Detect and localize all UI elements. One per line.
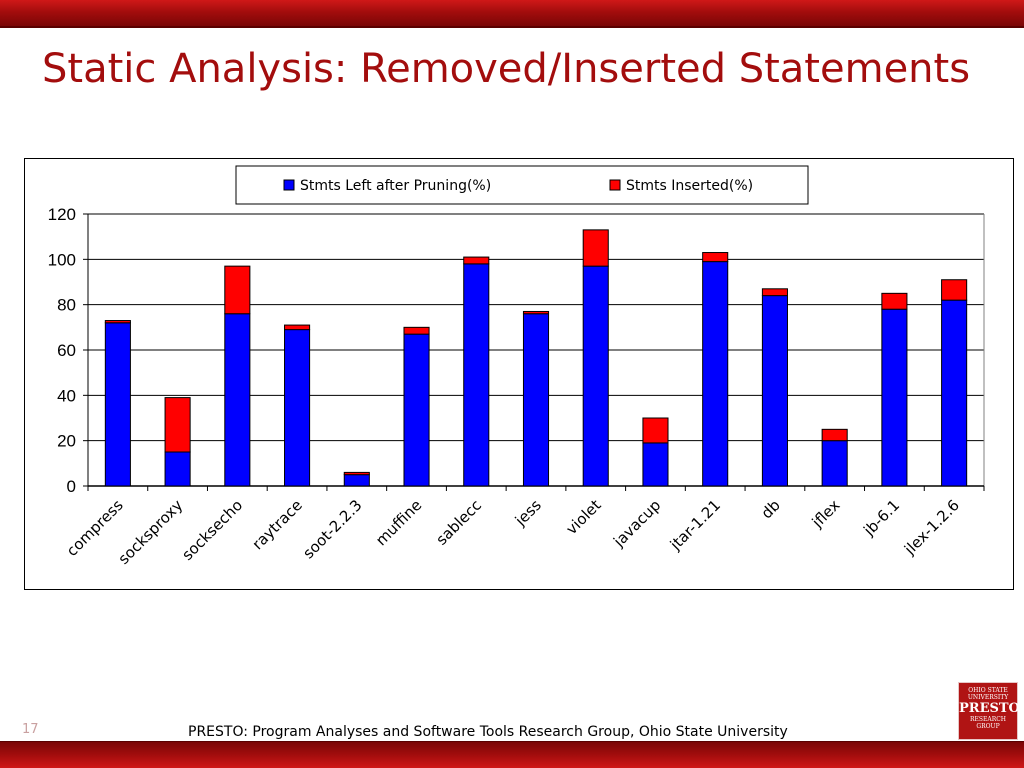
bar-stmts-left — [582, 265, 609, 487]
stacked-bar-chart: 0 20 40 60 80 100 120 compresssocksproxysocksec… — [48, 165, 985, 568]
bar-stmts-inserted — [582, 229, 609, 267]
bar-stmts-inserted — [941, 279, 968, 301]
logo-line-3: PRESTO — [959, 701, 1020, 716]
bar-stmts-left — [343, 474, 370, 487]
y-tick-label: 0 — [67, 477, 76, 496]
x-tick-label: jess — [511, 496, 545, 530]
bar-stmts-left — [821, 440, 848, 487]
logo-line-5: GROUP — [976, 723, 1000, 730]
slide-title: Static Analysis: Removed/Inserted Statem… — [42, 46, 971, 92]
footer-text: PRESTO: Program Analyses and Software To… — [188, 724, 788, 740]
x-tick-label: jtar-1.21 — [666, 496, 724, 554]
x-tick-label: javacup — [609, 496, 664, 551]
bar-stmts-inserted — [224, 265, 251, 315]
y-tick-label: 120 — [48, 205, 76, 224]
logo-line-1: OHIO STATE — [968, 687, 1008, 694]
x-tick-label: socksproxy — [115, 496, 187, 568]
bar-stmts-left — [164, 451, 191, 487]
bar-stmts-inserted — [463, 256, 490, 265]
x-tick-label: socksecho — [178, 496, 246, 564]
bar-stmts-left — [642, 442, 669, 487]
bar-stmts-left — [284, 329, 311, 487]
bottom-band — [0, 742, 1024, 768]
x-tick-label: sablecc — [432, 496, 485, 549]
bar-stmts-left — [522, 313, 550, 487]
x-tick-label: jlex-1.2.6 — [900, 496, 963, 559]
bar-stmts-left — [881, 308, 908, 487]
legend-label: Stmts Inserted(%) — [626, 178, 753, 194]
bar-stmts-left — [941, 299, 968, 487]
bar-stmts-inserted — [702, 252, 729, 263]
x-tick-label: raytrace — [249, 496, 306, 553]
bar-stmts-inserted — [104, 320, 131, 324]
page-number: 17 — [22, 722, 39, 737]
x-tick-label: soot-2.2.3 — [299, 496, 365, 562]
bar-stmts-inserted — [284, 324, 311, 331]
y-tick-label: 80 — [57, 296, 76, 315]
y-tick-label: 20 — [57, 432, 76, 451]
bar-stmts-inserted — [403, 326, 430, 335]
bar-stmts-left — [224, 313, 251, 487]
bar-stmts-inserted — [343, 471, 370, 476]
top-band-line — [0, 26, 1024, 28]
legend-swatch — [283, 179, 295, 191]
x-tick-label: db — [758, 496, 784, 522]
y-tick-label: 100 — [48, 250, 76, 269]
bar-stmts-inserted — [881, 292, 908, 310]
x-tick-label: violet — [562, 496, 604, 538]
bar-stmts-inserted — [522, 310, 550, 315]
x-tick-label: jb-6.1 — [859, 496, 903, 540]
bar-stmts-inserted — [821, 428, 848, 442]
bar-stmts-left — [104, 322, 131, 487]
y-tick-label: 60 — [57, 341, 76, 360]
bar-stmts-left — [463, 263, 490, 487]
bar-stmts-inserted — [164, 397, 191, 453]
logo-line-2: UNIVERSITY — [967, 694, 1009, 701]
legend-swatch — [609, 179, 621, 191]
legend-label: Stmts Left after Pruning(%) — [300, 178, 491, 194]
top-band — [0, 0, 1024, 26]
legend-box — [235, 165, 809, 205]
presto-logo: OHIO STATE UNIVERSITY PRESTO RESEARCH GR… — [958, 682, 1020, 740]
x-tick-label: jflex — [808, 496, 844, 532]
bar-stmts-inserted — [761, 288, 788, 297]
bar-stmts-inserted — [642, 417, 669, 444]
bar-stmts-left — [403, 333, 430, 487]
bar-stmts-left — [702, 261, 729, 487]
x-tick-label: muffine — [372, 496, 425, 549]
bar-stmts-left — [761, 295, 788, 487]
x-tick-label: compress — [63, 496, 127, 560]
logo-line-4: RESEARCH — [969, 716, 1007, 723]
chart-frame — [24, 158, 1014, 590]
y-tick-label: 40 — [57, 386, 76, 405]
